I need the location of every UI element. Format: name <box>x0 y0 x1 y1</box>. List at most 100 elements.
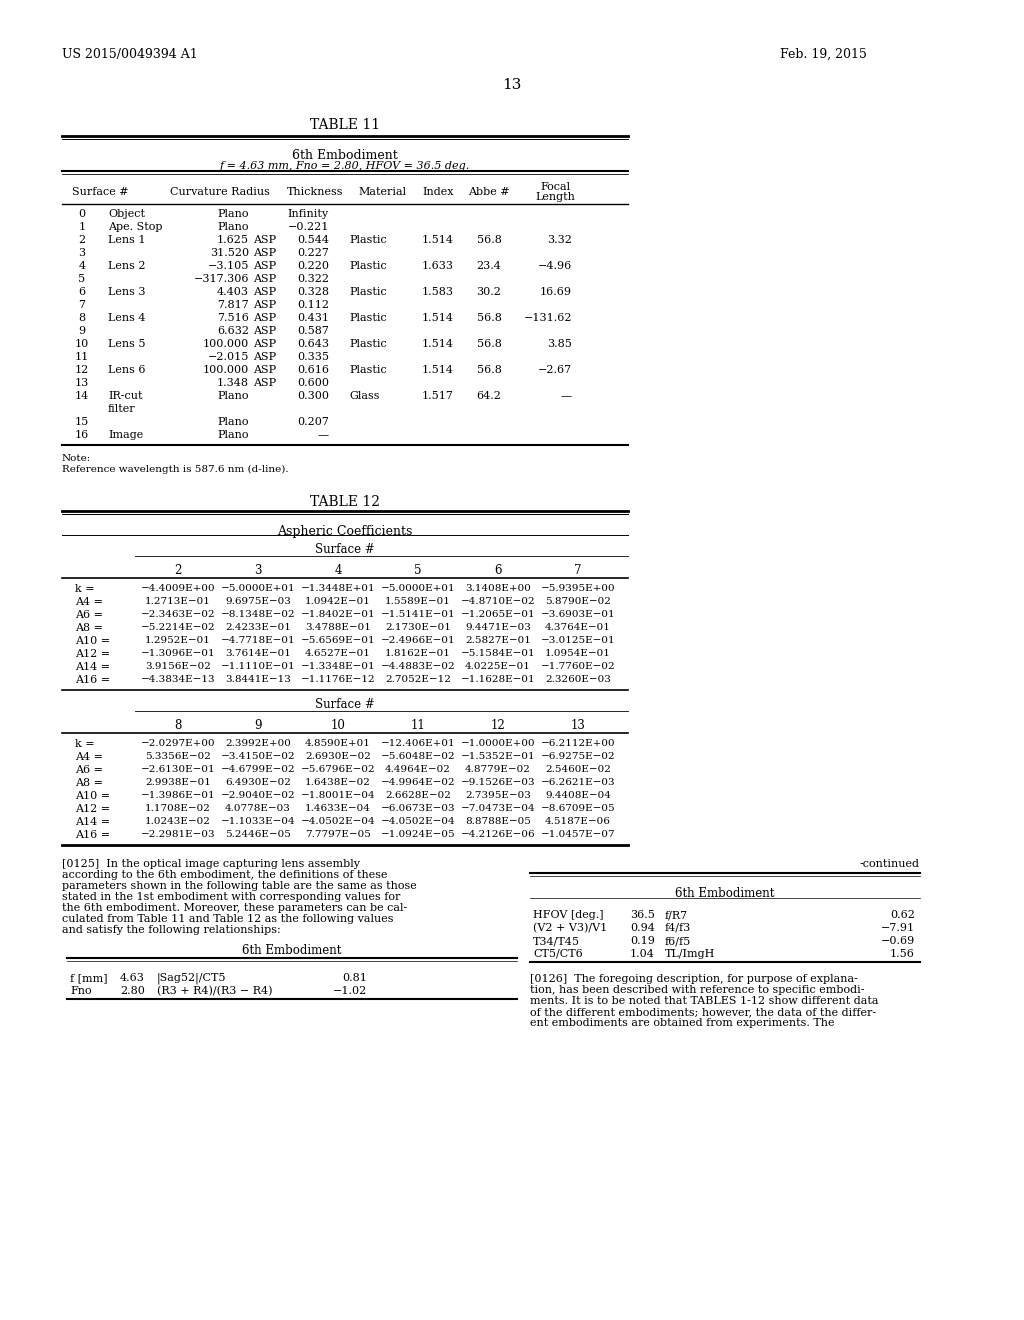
Text: 7.516: 7.516 <box>217 313 249 323</box>
Text: ASP: ASP <box>253 300 276 310</box>
Text: Focal: Focal <box>540 182 570 191</box>
Text: Infinity: Infinity <box>288 209 329 219</box>
Text: 1.56: 1.56 <box>890 949 915 960</box>
Text: f [mm]: f [mm] <box>70 973 108 983</box>
Text: 1.633: 1.633 <box>422 261 454 271</box>
Text: A8 =: A8 = <box>75 777 103 788</box>
Text: 0.335: 0.335 <box>297 352 329 362</box>
Text: −4.4883E−02: −4.4883E−02 <box>381 663 456 671</box>
Text: Plano: Plano <box>217 430 249 440</box>
Text: 1.04: 1.04 <box>630 949 655 960</box>
Text: 3: 3 <box>254 564 262 577</box>
Text: ASP: ASP <box>253 286 276 297</box>
Text: −1.5141E−01: −1.5141E−01 <box>381 610 456 619</box>
Text: 8: 8 <box>79 313 86 323</box>
Text: ASP: ASP <box>253 378 276 388</box>
Text: −0.69: −0.69 <box>881 936 915 946</box>
Text: −1.0000E+00: −1.0000E+00 <box>461 739 536 748</box>
Text: −1.8001E−04: −1.8001E−04 <box>301 791 376 800</box>
Text: −3.6903E−01: −3.6903E−01 <box>541 610 615 619</box>
Text: 15: 15 <box>75 417 89 426</box>
Text: 1.625: 1.625 <box>217 235 249 246</box>
Text: 2.6930E−02: 2.6930E−02 <box>305 752 371 762</box>
Text: Lens 3: Lens 3 <box>108 286 145 297</box>
Text: 4.4964E−02: 4.4964E−02 <box>385 766 451 774</box>
Text: 1.0243E−02: 1.0243E−02 <box>145 817 211 826</box>
Text: 7.7797E−05: 7.7797E−05 <box>305 830 371 840</box>
Text: ASP: ASP <box>253 366 276 375</box>
Text: 1.4633E−04: 1.4633E−04 <box>305 804 371 813</box>
Text: TL/ImgH: TL/ImgH <box>665 949 716 960</box>
Text: A14 =: A14 = <box>75 817 111 828</box>
Text: 5: 5 <box>79 275 86 284</box>
Text: Plano: Plano <box>217 209 249 219</box>
Text: Ape. Stop: Ape. Stop <box>108 222 163 232</box>
Text: 3.9156E−02: 3.9156E−02 <box>145 663 211 671</box>
Text: A12 =: A12 = <box>75 649 111 659</box>
Text: Object: Object <box>108 209 145 219</box>
Text: A4 =: A4 = <box>75 597 103 607</box>
Text: 7: 7 <box>79 300 85 310</box>
Text: 1.8162E−01: 1.8162E−01 <box>385 649 451 657</box>
Text: (V2 + V3)/V1: (V2 + V3)/V1 <box>534 923 607 933</box>
Text: —: — <box>317 430 329 440</box>
Text: T34/T45: T34/T45 <box>534 936 580 946</box>
Text: −1.1628E−01: −1.1628E−01 <box>461 675 536 684</box>
Text: Lens 1: Lens 1 <box>108 235 145 246</box>
Text: A10 =: A10 = <box>75 791 111 801</box>
Text: −6.2621E−03: −6.2621E−03 <box>541 777 615 787</box>
Text: 14: 14 <box>75 391 89 401</box>
Text: −1.02: −1.02 <box>333 986 367 997</box>
Text: −5.6796E−02: −5.6796E−02 <box>301 766 376 774</box>
Text: −2.3463E−02: −2.3463E−02 <box>140 610 215 619</box>
Text: 4.5187E−06: 4.5187E−06 <box>545 817 611 826</box>
Text: Lens 6: Lens 6 <box>108 366 145 375</box>
Text: Note:: Note: <box>62 454 91 463</box>
Text: 0.207: 0.207 <box>297 417 329 426</box>
Text: 12: 12 <box>490 719 506 733</box>
Text: −4.9964E−02: −4.9964E−02 <box>381 777 456 787</box>
Text: of the different embodiments; however, the data of the differ-: of the different embodiments; however, t… <box>530 1007 877 1016</box>
Text: Lens 4: Lens 4 <box>108 313 145 323</box>
Text: 2.3260E−03: 2.3260E−03 <box>545 675 611 684</box>
Text: according to the 6th embodiment, the definitions of these: according to the 6th embodiment, the def… <box>62 870 387 880</box>
Text: −5.6048E−02: −5.6048E−02 <box>381 752 456 762</box>
Text: ASP: ASP <box>253 339 276 348</box>
Text: 1: 1 <box>79 222 86 232</box>
Text: Length: Length <box>536 191 574 202</box>
Text: −5.0000E+01: −5.0000E+01 <box>221 583 295 593</box>
Text: −4.96: −4.96 <box>538 261 572 271</box>
Text: 1.517: 1.517 <box>422 391 454 401</box>
Text: 1.514: 1.514 <box>422 366 454 375</box>
Text: [0125]  In the optical image capturing lens assembly: [0125] In the optical image capturing le… <box>62 859 360 869</box>
Text: Fno: Fno <box>70 986 91 997</box>
Text: 9.4408E−04: 9.4408E−04 <box>545 791 611 800</box>
Text: Plastic: Plastic <box>349 313 387 323</box>
Text: −4.2126E−06: −4.2126E−06 <box>461 830 536 840</box>
Text: 2.4233E−01: 2.4233E−01 <box>225 623 291 632</box>
Text: ASP: ASP <box>253 313 276 323</box>
Text: ASP: ASP <box>253 261 276 271</box>
Text: 1.6438E−02: 1.6438E−02 <box>305 777 371 787</box>
Text: −4.8710E−02: −4.8710E−02 <box>461 597 536 606</box>
Text: −1.3986E−01: −1.3986E−01 <box>140 791 215 800</box>
Text: A16 =: A16 = <box>75 830 111 840</box>
Text: Plano: Plano <box>217 222 249 232</box>
Text: 12: 12 <box>75 366 89 375</box>
Text: Plastic: Plastic <box>349 235 387 246</box>
Text: 1.514: 1.514 <box>422 339 454 348</box>
Text: Index: Index <box>422 187 454 197</box>
Text: 1.0942E−01: 1.0942E−01 <box>305 597 371 606</box>
Text: 3.7614E−01: 3.7614E−01 <box>225 649 291 657</box>
Text: 0.94: 0.94 <box>630 923 655 933</box>
Text: -continued: -continued <box>860 859 920 869</box>
Text: 6th Embodiment: 6th Embodiment <box>675 887 775 900</box>
Text: −1.1033E−04: −1.1033E−04 <box>221 817 295 826</box>
Text: −2.4966E−01: −2.4966E−01 <box>381 636 456 645</box>
Text: Image: Image <box>108 430 143 440</box>
Text: −1.2065E−01: −1.2065E−01 <box>461 610 536 619</box>
Text: ASP: ASP <box>253 326 276 337</box>
Text: Thickness: Thickness <box>287 187 343 197</box>
Text: 1.1708E−02: 1.1708E−02 <box>145 804 211 813</box>
Text: −1.3348E−01: −1.3348E−01 <box>301 663 376 671</box>
